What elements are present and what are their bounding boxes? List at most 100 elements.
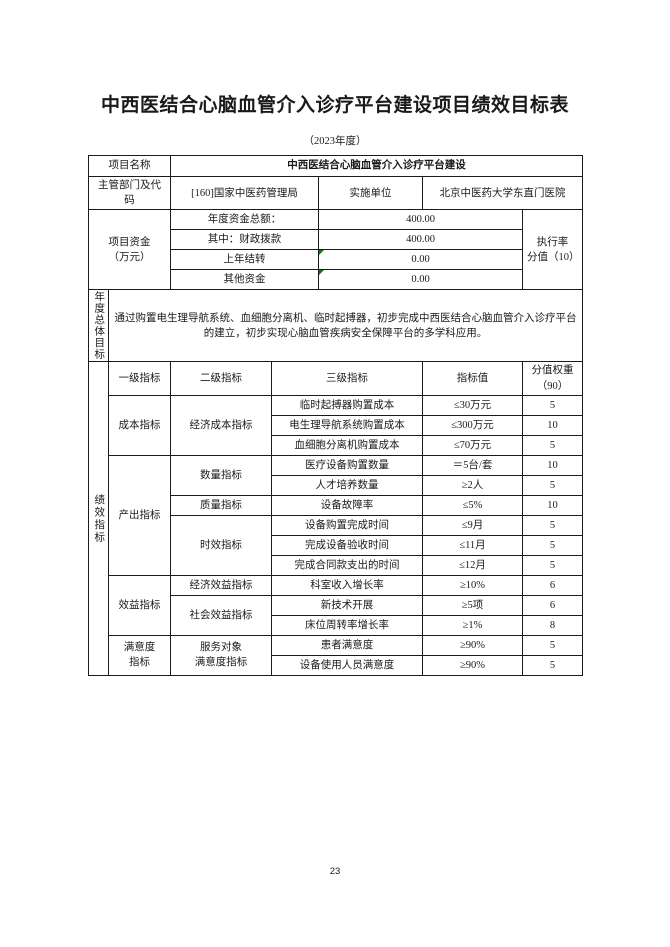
level1-output: 产出指标 — [108, 454, 171, 576]
funds-other-label: 其他资金 — [170, 269, 319, 291]
table-row: 电生理导航系统购置成本 ≤300万元 10 — [89, 414, 583, 436]
execution-rate-label: 执行率 分值（10） — [522, 209, 583, 291]
table-row: 完成合同款支出的时间 ≤12月 5 — [89, 554, 583, 576]
table-row: 年度总体目标 通过购置电生理导航系统、血细胞分离机、临时起搏器，初步完成中西医结… — [88, 289, 583, 363]
impl-unit-value: 北京中医药大学东直门医院 — [422, 175, 583, 211]
indicator-weight-cell: 8 — [522, 614, 583, 636]
project-name-label: 项目名称 — [88, 155, 171, 177]
indicator-l3-cell: 医疗设备购置数量 — [271, 454, 423, 476]
indicator-l3-cell: 人才培养数量 — [271, 474, 423, 496]
header-value: 指标值 — [422, 361, 523, 396]
dept-value: [160]国家中医药管理局 — [170, 175, 319, 211]
indicator-l3-cell: 电生理导航系统购置成本 — [271, 414, 423, 436]
impl-unit-label: 实施单位 — [318, 175, 423, 211]
indicator-l3-cell: 科室收入增长率 — [271, 574, 423, 596]
indicator-weight-cell: 10 — [522, 494, 583, 516]
indicator-l3-cell: 完成合同款支出的时间 — [271, 554, 423, 576]
indicator-value-cell: ≤11月 — [422, 534, 523, 556]
level1-benefit: 效益指标 — [108, 574, 171, 636]
indicator-l3-cell: 临时起搏器购置成本 — [271, 394, 423, 416]
level2-social-benefit: 社会效益指标 — [170, 594, 272, 636]
indicator-weight-cell: 5 — [522, 434, 583, 456]
indicator-value-cell: ≥10% — [422, 574, 523, 596]
indicator-value-cell: ≤9月 — [422, 514, 523, 536]
performance-target-table: 项目名称 中西医结合心脑血管介入诊疗平台建设 主管部门及代码 [160]国家中医… — [88, 155, 583, 676]
indicator-value-cell: ≥1% — [422, 614, 523, 636]
indicator-l3-cell: 设备故障率 — [271, 494, 423, 516]
indicator-weight-cell: 5 — [522, 474, 583, 496]
indicator-weight-cell: 5 — [522, 534, 583, 556]
dept-label: 主管部门及代码 — [88, 175, 171, 211]
indicator-value-cell: ≤12月 — [422, 554, 523, 576]
level2-economic-benefit: 经济效益指标 — [170, 574, 272, 596]
indicator-l3-cell: 设备购置完成时间 — [271, 514, 423, 536]
indicator-l3-cell: 新技术开展 — [271, 594, 423, 616]
indicator-l3-cell: 设备使用人员满意度 — [271, 654, 423, 676]
project-name-value: 中西医结合心脑血管介入诊疗平台建设 — [170, 155, 583, 177]
level2-quantity: 数量指标 — [170, 454, 272, 496]
annual-goal-label: 年度总体目标 — [88, 289, 109, 363]
table-row: 上年结转 0.00 — [89, 249, 583, 271]
header-level2: 二级指标 — [170, 361, 272, 396]
funds-carryover-label: 上年结转 — [170, 249, 319, 271]
indicator-weight-cell: 6 — [522, 574, 583, 596]
level2-timeliness: 时效指标 — [170, 514, 272, 576]
header-level1: 一级指标 — [108, 361, 171, 396]
table-row: 社会效益指标 新技术开展 ≥5项 6 — [89, 594, 583, 636]
indicator-value-cell: ≤300万元 — [422, 414, 523, 436]
table-row: 质量指标 设备故障率 ≤5% 10 — [89, 494, 583, 516]
funds-fiscal-label: 其中：财政拨款 — [170, 229, 319, 251]
green-corner-marker-icon — [319, 270, 324, 276]
performance-indicator-label-text: 绩效指标 — [93, 493, 105, 544]
table-row: 产出指标 数量指标 医疗设备购置数量 ＝5台/套 10 — [89, 454, 583, 576]
indicator-value-cell: ≥90% — [422, 654, 523, 676]
table-row: 成本指标 经济成本指标 临时起搏器购置成本 ≤30万元 5 — [89, 394, 583, 456]
page-number: 23 — [329, 866, 341, 877]
level1-satisfaction: 满意度 指标 — [108, 634, 171, 676]
indicator-value-cell: ＝5台/套 — [422, 454, 523, 476]
funds-fiscal-value: 400.00 — [318, 229, 523, 251]
green-corner-marker-icon — [319, 250, 324, 256]
table-row: 时效指标 设备购置完成时间 ≤9月 5 — [89, 514, 583, 576]
indicator-weight-cell: 5 — [522, 554, 583, 576]
table-row: 床位周转率增长率 ≥1% 8 — [89, 614, 583, 636]
indicator-l3-cell: 患者满意度 — [271, 634, 423, 656]
table-row: 效益指标 经济效益指标 科室收入增长率 ≥10% 6 — [89, 574, 583, 636]
funds-total-value: 400.00 — [318, 209, 523, 231]
level1-cost: 成本指标 — [108, 394, 171, 456]
page-subtitle: （2023年度） — [303, 136, 367, 147]
indicator-weight-cell: 5 — [522, 634, 583, 656]
annual-goal-text: 通过购置电生理导航系统、血细胞分离机、临时起搏器，初步完成中西医结合心脑血管介入… — [108, 289, 583, 363]
table-row: 项目资金 （万元） 年度资金总额： 400.00 执行率 分值（10） — [88, 209, 583, 291]
table-row: 其中：财政拨款 400.00 — [89, 229, 583, 251]
funds-other-value: 0.00 — [318, 269, 523, 291]
funds-label: 项目资金 （万元） — [88, 209, 171, 291]
table-row: 项目名称 中西医结合心脑血管介入诊疗平台建设 — [88, 155, 583, 177]
table-row: 满意度 指标 服务对象 满意度指标 患者满意度 ≥90% 5 — [89, 634, 583, 676]
level2-economic-cost: 经济成本指标 — [170, 394, 272, 456]
page-title: 中西医结合心脑血管介入诊疗平台建设项目绩效目标表 — [100, 95, 569, 116]
table-row: 设备使用人员满意度 ≥90% 5 — [89, 654, 583, 676]
indicator-value-cell: ≤30万元 — [422, 394, 523, 416]
indicator-l3-cell: 床位周转率增长率 — [271, 614, 423, 636]
funds-other-amount: 0.00 — [411, 274, 430, 286]
table-row: 血细胞分离机购置成本 ≤70万元 5 — [89, 434, 583, 456]
table-row: 其他资金 0.00 — [89, 269, 583, 291]
indicator-weight-cell: 10 — [522, 454, 583, 476]
indicator-weight-cell: 10 — [522, 414, 583, 436]
indicator-weight-cell: 6 — [522, 594, 583, 616]
indicator-weight-cell: 5 — [522, 514, 583, 536]
indicator-value-cell: ≤70万元 — [422, 434, 523, 456]
header-weight: 分值权重 （90） — [522, 361, 583, 396]
performance-indicator-label: 绩效指标 — [88, 361, 109, 676]
indicator-value-cell: ≤5% — [422, 494, 523, 516]
funds-carryover-value: 0.00 — [318, 249, 523, 271]
indicator-weight-cell: 5 — [522, 394, 583, 416]
indicator-value-cell: ≥5项 — [422, 594, 523, 616]
header-level3: 三级指标 — [271, 361, 423, 396]
level2-quality: 质量指标 — [170, 494, 272, 516]
funds-carryover-amount: 0.00 — [411, 254, 430, 266]
table-row: 主管部门及代码 [160]国家中医药管理局 实施单位 北京中医药大学东直门医院 — [88, 175, 583, 211]
annual-goal-label-text: 年度总体目标 — [93, 291, 105, 361]
indicator-value-cell: ≥90% — [422, 634, 523, 656]
